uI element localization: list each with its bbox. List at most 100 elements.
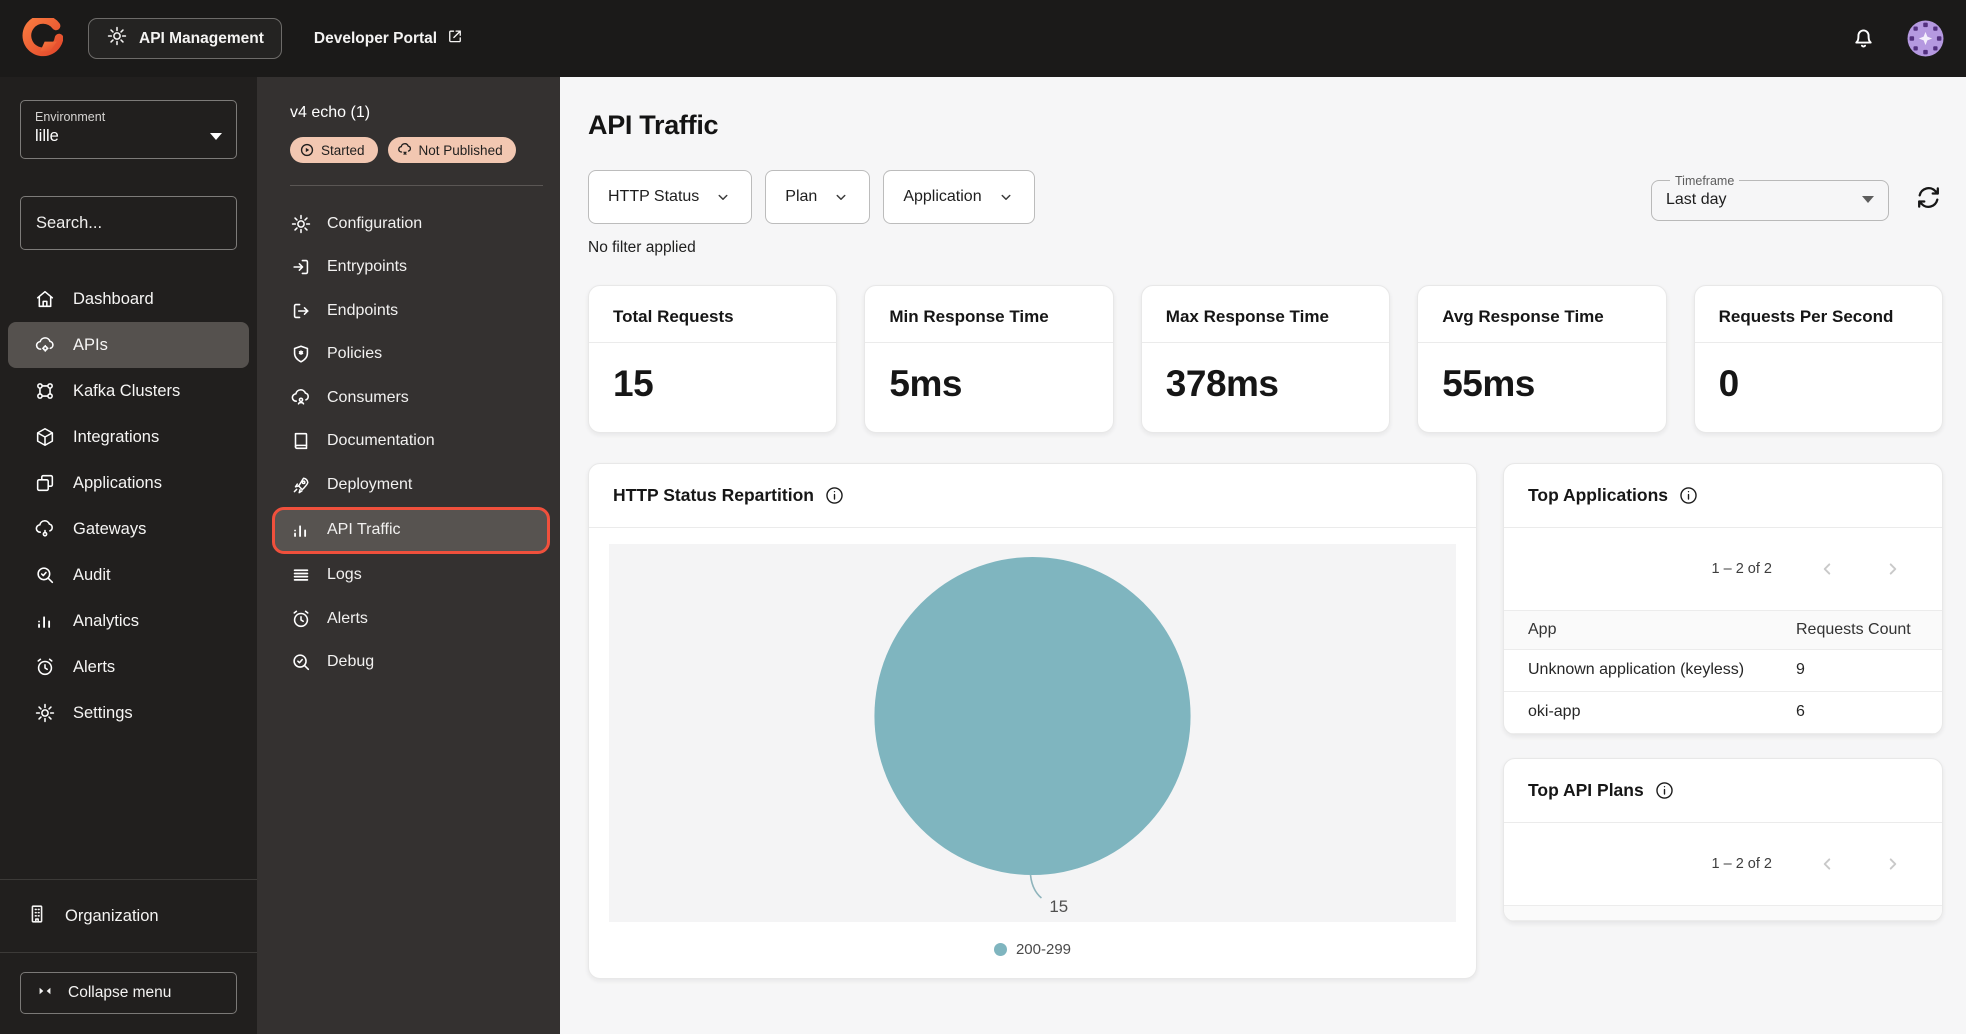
collapse-menu-button[interactable]: Collapse menu: [20, 972, 237, 1014]
filters-row: HTTP Status Plan Application Timeframe L…: [588, 170, 1943, 224]
application-filter[interactable]: Application: [883, 170, 1035, 224]
book-icon: [290, 430, 312, 452]
pagination-next-button[interactable]: [1882, 853, 1904, 875]
count-cell: 9: [1796, 661, 1805, 678]
collapse-icon: [35, 981, 55, 1006]
info-circle-icon[interactable]: [1654, 780, 1675, 801]
sidebar-bottom: Organization Collapse menu: [0, 879, 257, 1014]
alarm-clock-icon: [290, 608, 312, 630]
sidebar-item-audit[interactable]: Audit: [8, 552, 249, 598]
sidebar-search[interactable]: [20, 196, 277, 250]
sidebar-item-alerts[interactable]: Alerts: [8, 644, 249, 690]
api-menu-item-consumers[interactable]: Consumers: [290, 376, 546, 420]
api-menu-item-configuration[interactable]: Configuration: [290, 202, 546, 246]
stat-card-min-response-time: Min Response Time 5ms: [864, 285, 1114, 433]
card-header: Top Applications: [1504, 464, 1942, 528]
api-menu-label: Deployment: [327, 475, 413, 493]
api-menu-item-policies[interactable]: Policies: [290, 333, 546, 377]
chevron-down-icon: [210, 133, 222, 140]
chevron-left-icon: [1823, 563, 1831, 575]
api-menu: v4 echo (1) Started: [257, 77, 560, 1034]
api-menu-item-endpoints[interactable]: Endpoints: [290, 289, 546, 333]
sidebar-item-settings[interactable]: Settings: [8, 690, 249, 736]
sidebar-item-label: Alerts: [73, 657, 116, 676]
developer-portal-link[interactable]: Developer Portal: [314, 27, 464, 50]
gear-icon: [106, 25, 128, 52]
app-link[interactable]: oki-app: [1528, 703, 1581, 720]
top-api-plans-card: Top API Plans 1 – 2 of 2: [1503, 758, 1943, 922]
api-management-button[interactable]: API Management: [88, 18, 282, 59]
shell: Environment lille: [0, 77, 1966, 1034]
developer-portal-label: Developer Portal: [313, 29, 438, 47]
bar-chart-icon: [290, 519, 312, 541]
sidebar-item-gateways[interactable]: Gateways: [8, 506, 249, 552]
refresh-button[interactable]: [1914, 183, 1943, 212]
api-menu-item-debug[interactable]: Debug: [290, 641, 546, 685]
timeframe-value: Last day: [1666, 190, 1727, 208]
pagination-range: 1 – 2 of 2: [1711, 856, 1772, 872]
sidebar-item-applications[interactable]: Applications: [8, 460, 249, 506]
sidebar-item-apis[interactable]: APIs: [8, 322, 249, 368]
lines-icon: [290, 564, 312, 586]
sidebar-item-dashboard[interactable]: Dashboard: [8, 276, 249, 322]
divider: [0, 879, 257, 880]
chart-legend: 200-299: [609, 941, 1456, 958]
api-name: v4 echo (1): [290, 104, 371, 121]
plan-filter[interactable]: Plan: [765, 170, 871, 224]
api-menu-label: Endpoints: [327, 301, 399, 319]
building-icon: [26, 903, 48, 930]
sidebar-nav: Dashboard APIs: [8, 276, 249, 736]
top-applications-card: Top Applications 1 – 2 of 2: [1503, 463, 1943, 735]
search-input[interactable]: [36, 213, 256, 233]
chevron-down-icon: [718, 194, 728, 200]
sidebar-item-kafka-clusters[interactable]: Kafka Clusters: [8, 368, 249, 414]
stat-title: Requests Per Second: [1694, 286, 1942, 343]
api-menu-item-alerts[interactable]: Alerts: [290, 597, 546, 641]
sidebar-item-organization[interactable]: Organization: [20, 880, 237, 952]
table-row: Unknown application (keyless) 9: [1504, 650, 1942, 692]
environment-label: Environment: [35, 110, 106, 124]
api-menu-item-logs[interactable]: Logs: [290, 554, 546, 598]
api-menu-label: Policies: [327, 345, 383, 363]
arrow-out-of-box-icon: [290, 300, 312, 322]
column-header-requests-count: Requests Count: [1796, 621, 1911, 638]
user-avatar[interactable]: [1907, 20, 1944, 57]
sidebar-item-label: Applications: [73, 473, 162, 492]
api-menu-item-documentation[interactable]: Documentation: [290, 420, 546, 464]
pagination-prev-button[interactable]: [1816, 853, 1838, 875]
gravitee-logo[interactable]: [20, 17, 64, 61]
api-menu-label: Consumers: [327, 388, 409, 406]
http-status-filter[interactable]: HTTP Status: [588, 170, 753, 224]
stat-value: 15: [613, 363, 654, 404]
chevron-down-icon: [836, 194, 846, 200]
environment-select[interactable]: Environment lille: [20, 100, 237, 159]
sidebar-item-integrations[interactable]: Integrations: [8, 414, 249, 460]
info-circle-icon[interactable]: [824, 485, 845, 506]
api-menu-label: Configuration: [327, 214, 423, 232]
notifications-button[interactable]: [1850, 24, 1877, 54]
api-badges: Started Not Published: [290, 137, 546, 163]
stat-card-total-requests: Total Requests 15: [588, 285, 838, 433]
pie-chart[interactable]: 15: [609, 544, 1456, 922]
api-menu-label: Logs: [327, 566, 362, 584]
http-status-repartition-card: HTTP Status Repartition 15: [588, 463, 1477, 979]
sidebar-item-label: Audit: [73, 565, 111, 584]
api-menu-item-entrypoints[interactable]: Entrypoints: [290, 246, 546, 290]
pagination-next-button[interactable]: [1882, 558, 1904, 580]
timeframe-select[interactable]: Timeframe Last day: [1651, 173, 1889, 221]
legend-dot-200-299: [993, 943, 1007, 956]
pagination-prev-button[interactable]: [1816, 558, 1838, 580]
legend-label: 200-299: [1015, 941, 1072, 958]
main-content: API Traffic HTTP Status Plan Application…: [560, 77, 1966, 1034]
stat-value: 5ms: [889, 363, 962, 404]
sidebar-item-analytics[interactable]: Analytics: [8, 598, 249, 644]
refresh-icon: [1918, 186, 1939, 208]
pie-slice-label: 15: [1049, 897, 1068, 916]
info-circle-icon[interactable]: [1678, 485, 1699, 506]
pie-chart-area: 15 200-299: [589, 528, 1476, 978]
gravitee-logo-icon: [22, 17, 63, 56]
rocket-icon: [290, 474, 312, 496]
api-menu-item-deployment[interactable]: Deployment: [290, 463, 546, 507]
api-menu-item-api-traffic[interactable]: API Traffic: [272, 506, 550, 554]
stat-card-max-response-time: Max Response Time 378ms: [1140, 285, 1391, 433]
